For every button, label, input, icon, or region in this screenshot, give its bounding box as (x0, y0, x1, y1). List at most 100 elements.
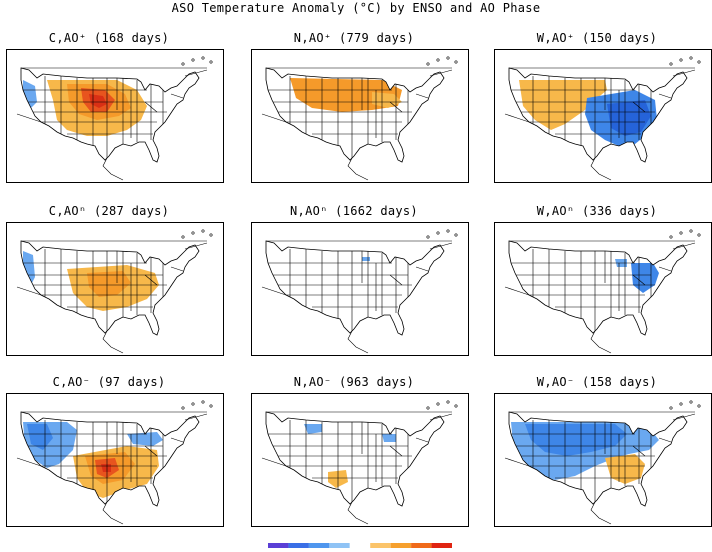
anomaly-map (6, 222, 224, 356)
panel-title: N,AOⁿ (1662 days) (290, 204, 418, 218)
island-marker (697, 233, 701, 237)
state-boundaries (266, 76, 429, 158)
island-marker (679, 231, 683, 235)
map-svg (261, 56, 458, 181)
canada-border (266, 411, 453, 421)
anomaly-region (519, 80, 607, 130)
coastline (20, 67, 200, 163)
anomaly-fills (23, 251, 159, 311)
colorbar-swatch (431, 543, 452, 548)
anomaly-map (251, 49, 469, 183)
mexico-coast (504, 457, 612, 525)
mexico-coast (16, 457, 124, 525)
anomaly-fills (23, 80, 147, 136)
island-marker (201, 229, 205, 233)
island-marker (679, 58, 683, 62)
map-svg (16, 229, 213, 354)
anomaly-region (23, 251, 35, 289)
map-svg (504, 400, 701, 525)
mexico-coast (16, 286, 124, 354)
mexico-coast (261, 457, 369, 525)
island-marker (669, 406, 673, 410)
map-svg (16, 400, 213, 525)
anomaly-region (127, 432, 163, 446)
canada-border (21, 240, 208, 250)
state-boundaries (509, 249, 672, 331)
island-marker (454, 404, 458, 408)
panel-title: N,AO⁻ (963 days) (293, 375, 415, 389)
island-marker (697, 404, 701, 408)
island-marker (181, 235, 185, 239)
colorbar-swatch (288, 543, 309, 548)
mexico-coast (504, 286, 612, 354)
colorbar-swatch (329, 543, 350, 548)
island-marker (669, 62, 673, 66)
island-marker (426, 235, 430, 239)
anomaly-fills (362, 257, 370, 261)
island-marker (436, 402, 440, 406)
colorbar-swatch (268, 543, 289, 548)
state-boundaries (266, 249, 429, 331)
island-marker (446, 56, 450, 60)
panel-title: W,AO⁻ (158 days) (536, 375, 658, 389)
map-svg (504, 229, 701, 354)
panel-title: W,AOⁿ (336 days) (536, 204, 658, 218)
anomaly-region (304, 424, 322, 434)
anomaly-region (631, 263, 659, 293)
state-boundaries (21, 420, 184, 502)
anomaly-map (494, 49, 712, 183)
state-boundaries (21, 249, 184, 331)
panel-c-ao-neu: C,AOⁿ (287 days) (0, 204, 224, 356)
colorbar-swatch (390, 543, 412, 548)
island-marker (426, 406, 430, 410)
anomaly-map (494, 222, 712, 356)
island-marker (209, 60, 213, 64)
map-svg (261, 229, 458, 354)
anomaly-region (607, 100, 651, 136)
map-svg (504, 56, 701, 181)
panel-w-ao-neg: W,AO⁻ (158 days) (488, 375, 712, 527)
coastline (508, 411, 688, 507)
panel-w-ao-neu: W,AOⁿ (336 days) (488, 204, 712, 356)
mexico-coast (16, 113, 124, 181)
state-boundaries (266, 420, 429, 502)
coastline (20, 240, 200, 336)
island-marker (689, 56, 693, 60)
island-marker (436, 231, 440, 235)
panel-n-ao-neu: N,AOⁿ (1662 days) (245, 204, 469, 356)
panel-title: N,AO⁺ (779 days) (293, 31, 415, 45)
anomaly-region (372, 92, 402, 108)
island-marker (697, 60, 701, 64)
island-marker (669, 235, 673, 239)
coastline (265, 240, 445, 336)
island-marker (426, 62, 430, 66)
map-svg (16, 56, 213, 181)
state-boundaries (21, 76, 184, 158)
mexico-coast (261, 113, 369, 181)
panel-n-ao-pos: N,AO⁺ (779 days) (245, 31, 469, 183)
coastline (508, 67, 688, 163)
canada-border (509, 240, 696, 250)
anomaly-map (494, 393, 712, 527)
canada-border (21, 411, 208, 421)
mexico-coast (504, 113, 612, 181)
colorbar-swatch (308, 543, 330, 548)
anomaly-region (27, 424, 53, 450)
island-marker (209, 404, 213, 408)
anomaly-fills (290, 78, 402, 112)
canada-border (266, 240, 453, 250)
canada-border (509, 67, 696, 77)
panel-title: C,AO⁺ (168 days) (48, 31, 170, 45)
island-marker (454, 233, 458, 237)
anomaly-fills (511, 422, 659, 484)
canada-border (21, 67, 208, 77)
island-marker (446, 400, 450, 404)
canada-border (266, 67, 453, 77)
colorbar-svg (268, 543, 452, 548)
island-marker (191, 231, 195, 235)
anomaly-map (251, 393, 469, 527)
anomaly-region (382, 434, 396, 442)
panel-c-ao-neg: C,AO⁻ (97 days) (0, 375, 224, 527)
island-marker (191, 402, 195, 406)
coastline (265, 411, 445, 507)
